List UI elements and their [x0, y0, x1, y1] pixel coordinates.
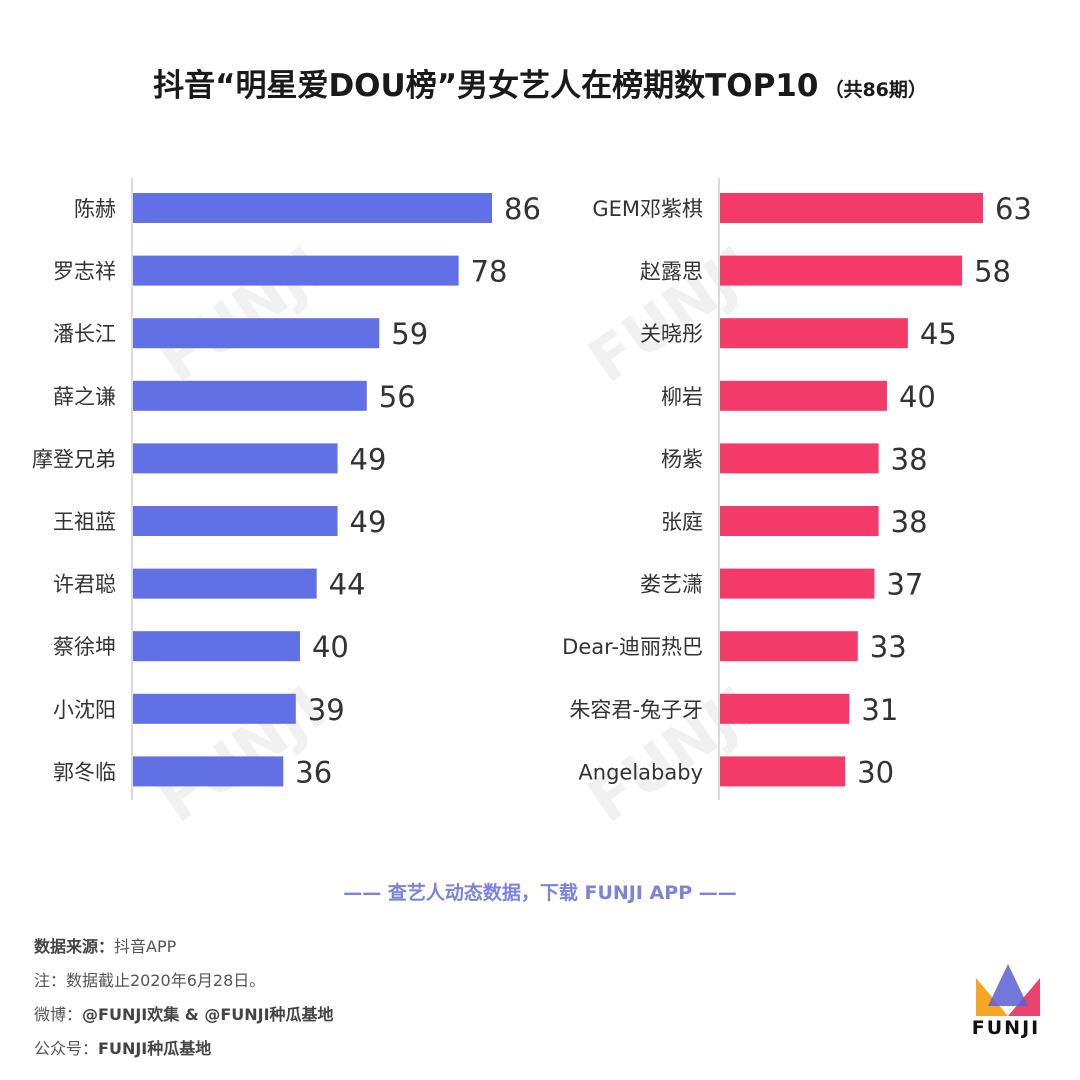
female-value-label: 37: [886, 568, 923, 602]
footer-notes: 数据来源：抖音APP 注：数据截止2020年6月28日。 微博：@FUNJI欢集…: [34, 930, 334, 1066]
chart-title: 抖音“明星爱DOU榜”男女艺人在榜期数TOP10 （共86期）: [0, 60, 1080, 105]
funji-logo-text: FUNJI: [971, 1017, 1041, 1039]
bar-chart-area: 陈赫 86 罗志祥 78 潘长江 59 薛之谦 56 摩登兄弟 49 王祖蓝 49 许君聪 44 蔡徐坤 40…: [32, 178, 1032, 800]
wechat-value: FUNJI种瓜基地: [98, 1039, 212, 1058]
female-value-label: 63: [995, 192, 1032, 226]
female-category-label: 赵露思: [640, 260, 703, 284]
male-value-label: 39: [308, 693, 345, 727]
male-bar: [133, 255, 459, 286]
male-category-label: 王祖蓝: [53, 510, 116, 534]
female-value-label: 45: [920, 317, 957, 351]
female-category-label: 朱容君-兔子牙: [569, 698, 703, 722]
male-bar: [133, 193, 492, 223]
female-bar: [720, 193, 983, 223]
female-bar: [720, 255, 963, 286]
female-bar: [720, 506, 879, 536]
chart-title-main: 抖音“明星爱DOU榜”男女艺人在榜期数TOP10: [153, 68, 819, 104]
male-bar: [133, 568, 317, 599]
male-value-label: 59: [391, 317, 428, 351]
female-bar: [720, 756, 846, 787]
male-value-label: 49: [350, 505, 387, 539]
female-bar: [720, 693, 850, 724]
female-bar: [720, 318, 908, 349]
male-bar: [133, 443, 338, 474]
female-value-label: 33: [870, 630, 907, 664]
male-value-label: 86: [504, 192, 541, 226]
female-value-label: 38: [891, 505, 928, 539]
male-value-label: 44: [329, 568, 366, 602]
female-category-label: 关晓彤: [640, 322, 703, 346]
male-category-label: 许君聪: [53, 573, 116, 597]
female-value-label: 30: [857, 755, 894, 789]
male-value-label: 36: [295, 755, 332, 789]
source-label: 数据来源：: [34, 937, 115, 956]
male-value-label: 40: [312, 630, 349, 664]
source-value: 抖音APP: [114, 937, 177, 956]
female-bar: [720, 568, 875, 599]
male-bar: [133, 380, 367, 411]
male-category-label: 潘长江: [53, 322, 116, 346]
male-category-label: 郭冬临: [53, 760, 116, 784]
female-value-label: 31: [861, 693, 898, 727]
female-bar: [720, 631, 858, 662]
male-bar: [133, 693, 296, 724]
male-bar: [133, 318, 380, 349]
female-category-label: Dear-迪丽热巴: [562, 635, 703, 659]
wechat-label: 公众号：: [34, 1039, 99, 1058]
male-category-label: 小沈阳: [53, 698, 116, 722]
male-bar: [133, 756, 284, 787]
female-category-label: 柳岩: [661, 385, 703, 409]
female-value-label: 38: [891, 442, 928, 476]
female-bar: [720, 380, 887, 411]
female-bar: [720, 443, 879, 474]
male-category-label: 罗志祥: [53, 260, 116, 284]
female-category-label: Angelababy: [578, 760, 703, 784]
male-category-label: 蔡徐坤: [53, 635, 116, 659]
female-value-label: 40: [899, 380, 936, 414]
female-category-label: 娄艺潇: [640, 573, 703, 597]
male-bar: [133, 506, 338, 536]
note-text: 注：数据截止2020年6月28日。: [34, 971, 266, 990]
male-category-label: 陈赫: [74, 197, 116, 221]
weibo-label: 微博：: [34, 1005, 83, 1024]
male-value-label: 56: [379, 380, 416, 414]
male-category-label: 摩登兄弟: [32, 447, 116, 471]
male-value-label: 78: [471, 255, 508, 289]
female-category-label: 杨紫: [661, 447, 703, 471]
weibo-value: @FUNJI欢集 & @FUNJI种瓜基地: [82, 1005, 334, 1024]
male-bar: [133, 631, 300, 662]
download-tagline: —— 查艺人动态数据，下载 FUNJI APP ——: [343, 882, 737, 904]
female-value-label: 58: [974, 255, 1011, 289]
male-category-label: 薛之谦: [53, 385, 116, 409]
chart-title-sub: （共86期）: [824, 79, 927, 101]
male-value-label: 49: [350, 442, 387, 476]
female-category-label: 张庭: [661, 510, 703, 534]
female-category-label: GEM邓紫棋: [592, 197, 703, 221]
funji-logo-icon: [976, 964, 1040, 1016]
